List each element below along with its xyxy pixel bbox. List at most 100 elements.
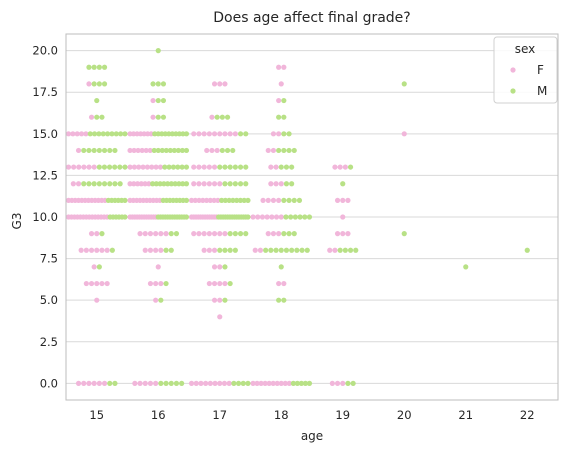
x-axis-label: age xyxy=(301,429,323,443)
point-m xyxy=(155,48,161,54)
point-f xyxy=(150,114,156,120)
point-f xyxy=(142,181,148,187)
point-m xyxy=(240,380,246,386)
y-tick-label: 5.0 xyxy=(40,293,58,307)
point-m xyxy=(294,380,300,386)
point-f xyxy=(337,164,343,170)
point-m xyxy=(91,81,97,87)
point-m xyxy=(155,97,161,104)
point-f xyxy=(203,197,210,203)
point-m xyxy=(224,114,231,120)
point-f xyxy=(153,231,159,237)
point-f xyxy=(158,247,164,253)
point-f xyxy=(211,197,217,203)
point-m xyxy=(167,147,173,154)
legend-box xyxy=(493,36,558,104)
point-m xyxy=(291,231,297,237)
point-m xyxy=(96,64,102,70)
point-m xyxy=(160,114,167,120)
point-m xyxy=(101,81,108,87)
point-m xyxy=(302,214,308,220)
point-m xyxy=(175,164,181,170)
point-m xyxy=(118,131,124,137)
point-f xyxy=(329,380,335,386)
point-f xyxy=(94,280,100,287)
point-f xyxy=(255,214,261,220)
point-m xyxy=(302,380,309,386)
point-m xyxy=(245,214,251,220)
point-f xyxy=(265,147,271,154)
point-f xyxy=(232,131,238,137)
point-m xyxy=(227,231,233,237)
point-m xyxy=(347,164,354,170)
point-f xyxy=(163,231,169,237)
point-f xyxy=(276,280,282,287)
point-m xyxy=(237,197,244,203)
point-f xyxy=(340,380,346,386)
point-f xyxy=(150,97,156,104)
point-f xyxy=(132,380,138,386)
point-f xyxy=(270,380,276,386)
point-f xyxy=(188,197,195,203)
point-f xyxy=(153,164,159,170)
point-m xyxy=(91,147,97,154)
y-tick-label: 15.0 xyxy=(32,127,58,141)
point-m xyxy=(217,164,223,170)
point-m xyxy=(113,131,119,137)
point-m xyxy=(173,380,180,386)
y-axis-ticks: 0.0 2.5 5.0 7.5 10.0 12.5 15.0 17.5 20.0 xyxy=(32,44,58,391)
x-tick-label: 20 xyxy=(397,408,412,422)
point-f xyxy=(265,197,271,203)
point-m xyxy=(281,231,287,237)
legend-label-m: M xyxy=(537,84,547,98)
y-tick-label: 0.0 xyxy=(40,376,58,390)
point-m xyxy=(232,181,238,187)
point-f xyxy=(142,247,148,253)
point-f xyxy=(222,81,228,87)
point-m xyxy=(101,164,108,170)
point-f xyxy=(74,131,80,137)
point-m xyxy=(278,264,284,270)
point-m xyxy=(281,297,287,303)
point-m xyxy=(163,147,169,154)
point-m xyxy=(107,380,113,386)
point-m xyxy=(292,214,298,220)
point-f xyxy=(78,131,85,137)
point-f xyxy=(137,380,143,386)
point-m xyxy=(235,380,242,386)
point-m xyxy=(241,197,247,203)
y-tick-label: 12.5 xyxy=(32,168,58,182)
point-f xyxy=(340,197,346,203)
point-f xyxy=(206,164,212,170)
point-m xyxy=(219,197,225,203)
point-f xyxy=(217,264,223,270)
point-m xyxy=(288,214,294,220)
point-f xyxy=(345,197,351,203)
y-tick-label: 7.5 xyxy=(40,252,58,266)
point-f xyxy=(86,164,92,170)
point-m xyxy=(340,181,346,187)
point-m xyxy=(230,197,236,203)
point-f xyxy=(217,181,223,187)
point-m xyxy=(183,147,190,154)
point-m xyxy=(165,181,171,187)
point-f xyxy=(281,64,287,70)
point-m xyxy=(463,264,469,270)
point-f xyxy=(75,380,82,386)
point-m xyxy=(171,147,177,154)
point-m xyxy=(227,247,233,253)
point-f xyxy=(155,264,161,270)
point-f xyxy=(401,131,407,137)
point-f xyxy=(221,380,228,386)
point-m xyxy=(283,164,290,170)
point-f xyxy=(127,147,133,154)
point-f xyxy=(86,81,92,87)
point-m xyxy=(237,164,244,170)
point-f xyxy=(212,380,218,386)
point-m xyxy=(276,114,282,120)
point-m xyxy=(91,64,97,70)
point-m xyxy=(219,114,225,120)
point-f xyxy=(94,297,100,303)
point-m xyxy=(222,247,228,253)
point-m xyxy=(222,264,228,270)
